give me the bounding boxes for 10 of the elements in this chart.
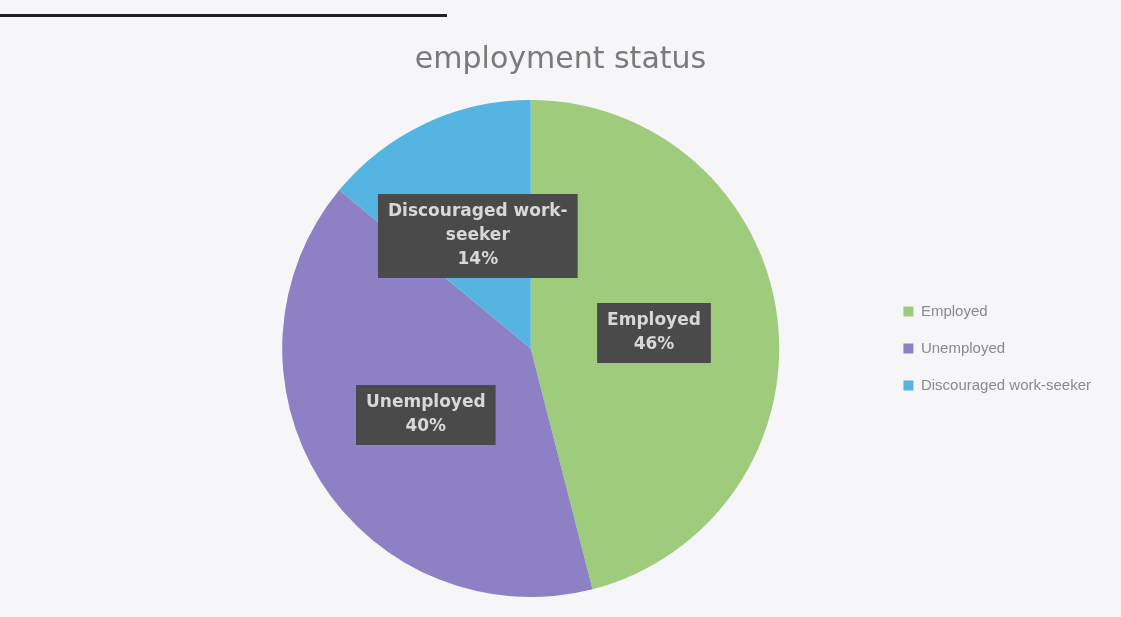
legend-label: Employed [920,301,988,319]
legend-label: Unemployed [920,338,1006,356]
slice-label: Unemployed [366,391,486,412]
data-label: 40% [405,415,447,436]
legend-label: Discouraged work-seeker [920,375,1092,393]
slice-label: Discouraged work-seeker [387,200,568,245]
chart-title: employment status [413,40,708,75]
data-label: 14% [457,248,499,269]
data-label: 46% [633,333,675,354]
slice-label: Employed [607,309,701,330]
